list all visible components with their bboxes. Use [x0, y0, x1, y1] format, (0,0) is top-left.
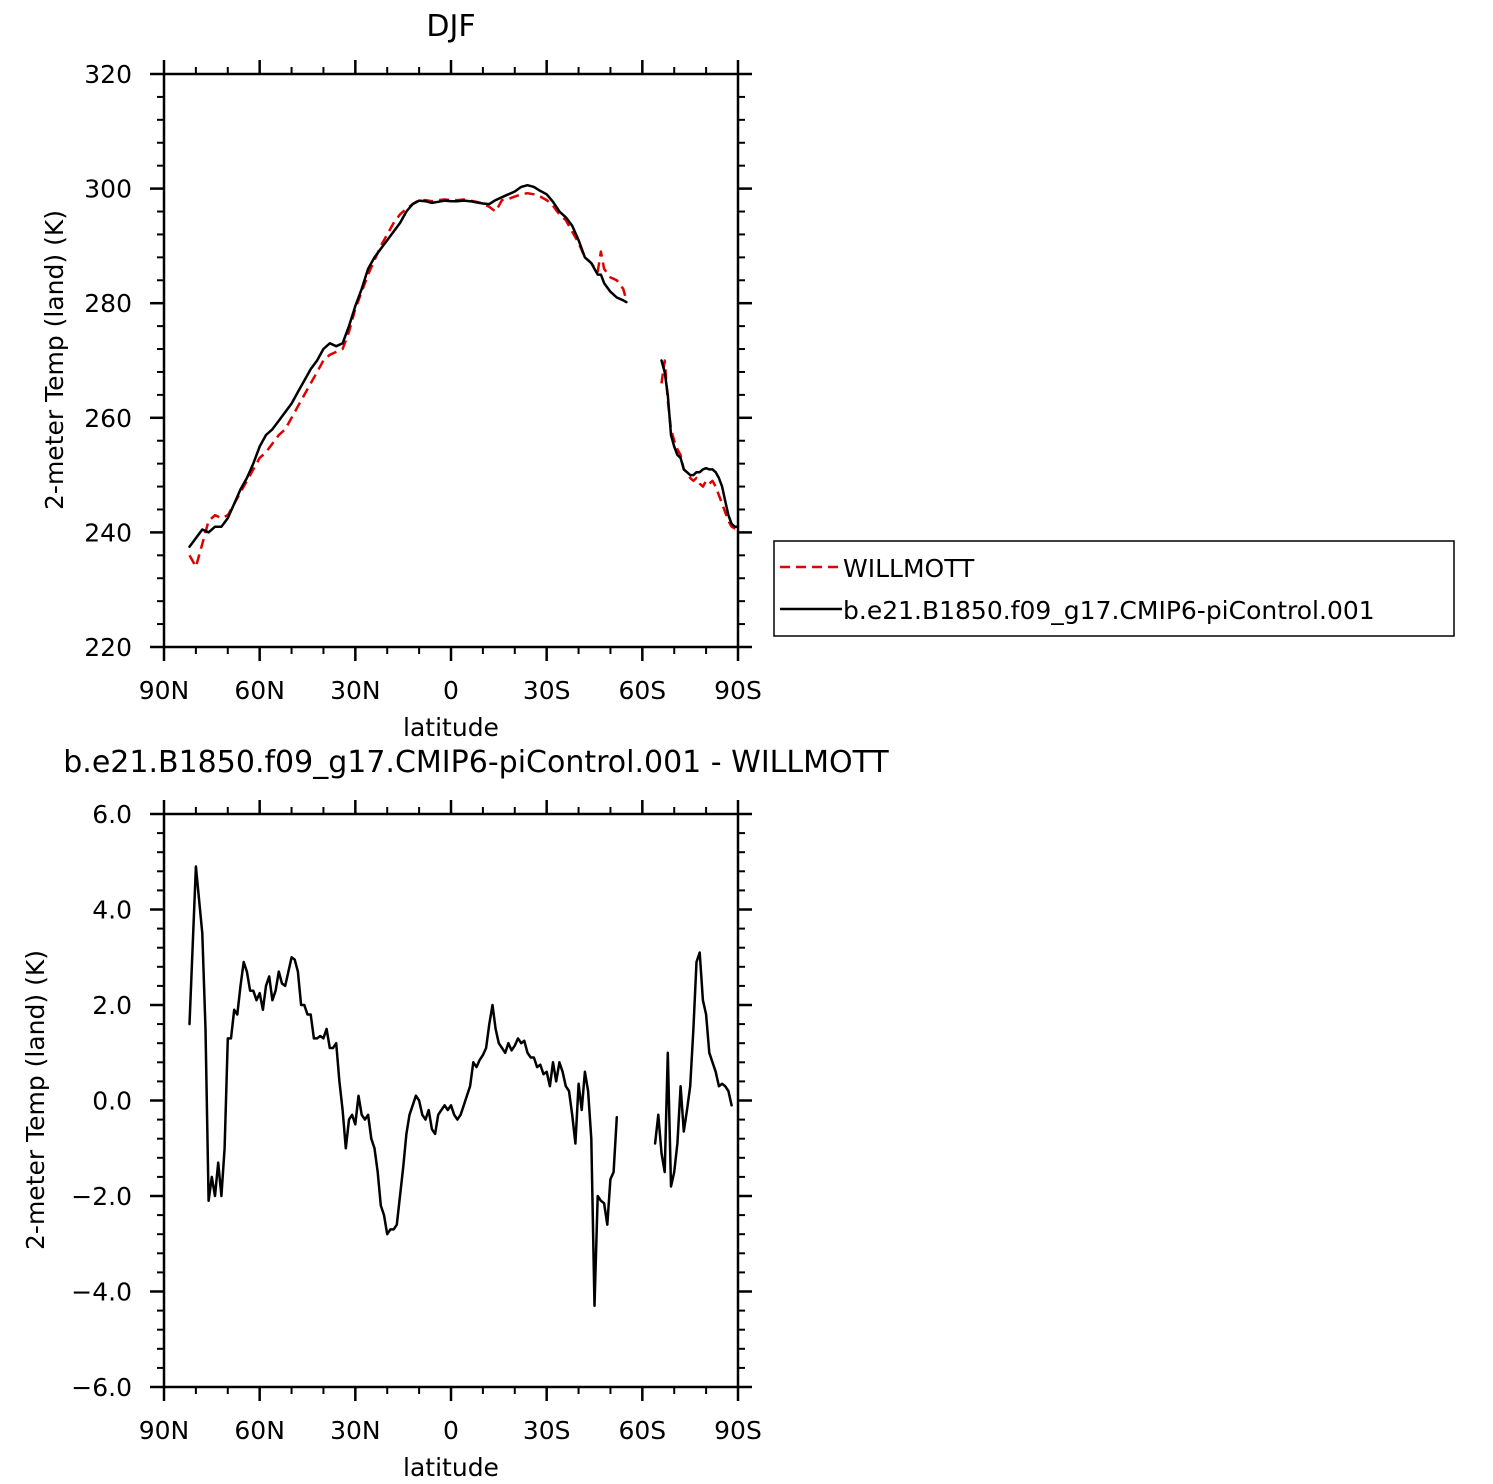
- top-y-tick-label: 220: [84, 633, 132, 662]
- top-x-tick-label: 90N: [139, 676, 190, 705]
- bottom-series-0-line: [188, 865, 619, 1308]
- top-x-tick-label: 90S: [714, 676, 762, 705]
- top-panel-x-axis-label: latitude: [403, 713, 499, 742]
- top-panel-plot-frame: [162, 72, 740, 649]
- legend-box: [773, 540, 1455, 637]
- bottom-y-tick-label: 2.0: [92, 991, 132, 1020]
- bottom-panel-x-axis-label: latitude: [403, 1453, 499, 1482]
- top-y-tick-label: 300: [84, 175, 132, 204]
- top-series-0-line: [188, 191, 628, 569]
- bottom-y-tick-label: −4.0: [71, 1278, 132, 1307]
- top-x-tick-label: 60N: [234, 676, 285, 705]
- bottom-y-tick-label: −2.0: [71, 1182, 132, 1211]
- legend-label-willmott: WILLMOTT: [843, 554, 975, 583]
- bottom-panel-series: [188, 865, 733, 1308]
- top-panel-y-axis-label: 2-meter Temp (land) (K): [40, 210, 69, 510]
- top-x-tick-label: 30N: [330, 676, 381, 705]
- bottom-x-tick-label: 90S: [714, 1416, 762, 1445]
- bottom-y-tick-label: 6.0: [92, 800, 132, 829]
- top-x-tick-label: 30S: [523, 676, 571, 705]
- top-x-tick-label: 0: [443, 676, 459, 705]
- bottom-panel-y-axis-label: 2-meter Temp (land) (K): [21, 950, 50, 1250]
- bottom-x-tick-label: 60S: [618, 1416, 666, 1445]
- bottom-series-0-line: [653, 951, 733, 1188]
- bottom-panel-title: b.e21.B1850.f09_g17.CMIP6-piControl.001 …: [63, 745, 889, 780]
- top-panel-title: DJF: [426, 9, 475, 44]
- top-panel-ticks: 220 240 260 280 300 320 90N 60N 30N 0 30S 60S 90S: [84, 60, 762, 705]
- top-y-tick-label: 280: [84, 289, 132, 318]
- top-x-tick-label: 60S: [618, 676, 666, 705]
- top-panel-series: [188, 183, 740, 569]
- top-y-tick-label: 260: [84, 404, 132, 433]
- bottom-x-tick-label: 30S: [523, 1416, 571, 1445]
- bottom-x-tick-label: 90N: [139, 1416, 190, 1445]
- bottom-x-tick-label: 0: [443, 1416, 459, 1445]
- bottom-x-tick-label: 60N: [234, 1416, 285, 1445]
- top-series-1-line: [188, 183, 628, 548]
- legend: WILLMOTT b.e21.B1850.f09_g17.CMIP6-piCon…: [773, 540, 1455, 637]
- bottom-panel-ticks: −6.0 −4.0 −2.0 0.0 2.0 4.0 6.0 90N 60N 30N 0 30S 60S…: [71, 800, 762, 1445]
- bottom-y-tick-label: 4.0: [92, 896, 132, 925]
- top-panel: DJF latitude 2-meter Temp (land) (K) 220…: [40, 9, 762, 742]
- legend-label-model: b.e21.B1850.f09_g17.CMIP6-piControl.001: [843, 596, 1375, 625]
- bottom-x-tick-label: 30N: [330, 1416, 381, 1445]
- bottom-panel-plot-frame: [162, 812, 740, 1389]
- top-series-0-line: [660, 359, 739, 531]
- bottom-y-tick-label: 0.0: [92, 1087, 132, 1116]
- top-y-tick-label: 320: [84, 60, 132, 89]
- bottom-panel: b.e21.B1850.f09_g17.CMIP6-piControl.001 …: [21, 745, 889, 1482]
- top-y-tick-label: 240: [84, 518, 132, 547]
- top-series-1-line: [660, 359, 740, 528]
- bottom-y-tick-label: −6.0: [71, 1373, 132, 1402]
